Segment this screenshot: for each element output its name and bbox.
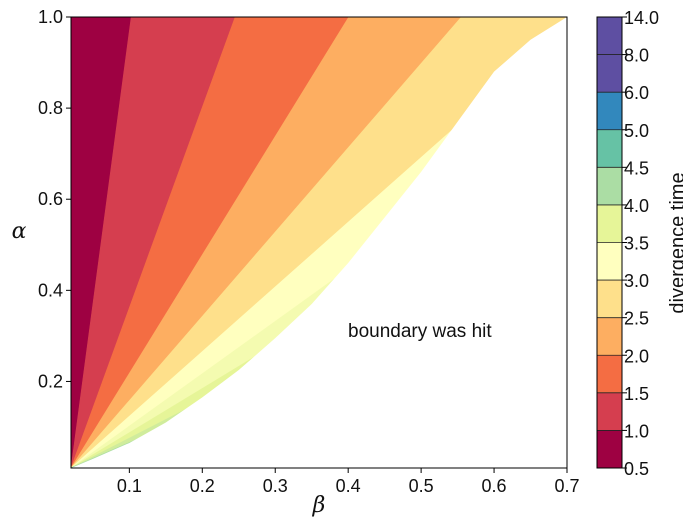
colorbar-tick-label: 6.0 [624,83,649,103]
colorbar-tick-label: 2.5 [624,309,649,329]
colorbar-tick-label: 1.0 [624,421,649,441]
colorbar-label: divergence time [667,172,683,313]
colorbar-segment [597,355,622,393]
x-tick-label: 0.5 [409,476,434,496]
colorbar-segment [597,204,622,243]
colorbar-segment [597,317,622,356]
colorbar-segment [597,280,622,318]
contour-bands [71,17,567,468]
x-tick-label: 0.4 [336,476,361,496]
x-tick-label: 0.2 [190,476,215,496]
colorbar-segment [597,129,622,168]
y-axis-label: α [12,219,27,244]
colorbar-tick-label: 3.0 [624,271,649,291]
y-tick-label: 1.0 [38,7,63,27]
colorbar-segment [597,167,622,205]
colorbar-tick-label: 0.5 [624,459,649,479]
boundary-annotation: boundary was hit [348,321,492,342]
colorbar-segment [597,17,622,55]
y-tick-label: 0.6 [38,189,63,209]
y-axis-ticks: 0.2 0.4 0.6 0.8 1.0 [38,7,71,391]
colorbar-tick-label: 5.0 [624,121,649,141]
colorbar-segment [597,242,622,281]
colorbar-tick-label: 14.0 [624,8,659,28]
colorbar-segment [597,392,622,431]
colorbar-tick-label: 4.5 [624,158,649,178]
y-tick-label: 0.4 [38,280,63,300]
colorbar: 0.5 1.0 1.5 2.0 2.5 3.0 3.5 4.0 4.5 5.0 6.0 8.0 14.0 [596,8,659,479]
x-axis-ticks: 0.1 0.2 0.3 0.4 0.5 0.6 0.7 [117,468,580,496]
colorbar-segment [597,430,622,468]
plot-frame [70,16,568,469]
colorbar-tick-label: 1.5 [624,384,649,404]
colorbar-tick-label: 3.5 [624,234,649,254]
x-tick-label: 0.1 [117,476,142,496]
colorbar-tick-label: 2.0 [624,346,649,366]
x-tick-label: 0.7 [554,476,579,496]
colorbar-segment [597,54,622,93]
colorbar-tick-label: 4.0 [624,196,649,216]
y-tick-label: 0.2 [38,371,63,391]
y-tick-label: 0.8 [38,98,63,118]
boundary-hit-region [71,17,567,468]
colorbar-tick-label: 8.0 [624,46,649,66]
x-tick-label: 0.3 [263,476,288,496]
x-axis-label: β [312,493,326,518]
colorbar-segment [597,92,622,130]
x-tick-label: 0.6 [482,476,507,496]
